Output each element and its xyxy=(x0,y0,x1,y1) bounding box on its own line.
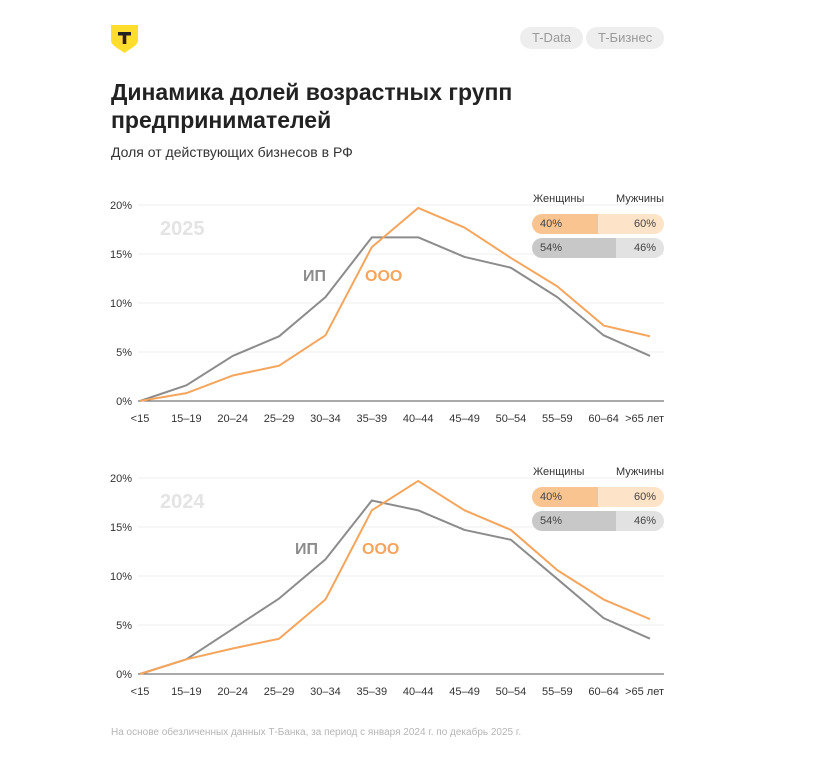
y-tick-label: 15% xyxy=(110,249,132,261)
x-tick-label: 40–44 xyxy=(403,413,434,425)
y-tick-label: 5% xyxy=(116,620,132,632)
x-tick-label: 60–64 xyxy=(588,413,619,425)
x-tick-label: >65 лет xyxy=(625,413,664,425)
x-tick-label: 20–24 xyxy=(217,686,248,698)
men-share: 60% xyxy=(633,218,656,230)
men-share: 60% xyxy=(633,491,656,503)
series-line-ip xyxy=(139,499,651,675)
x-tick-label: 55–59 xyxy=(542,413,573,425)
footer-note: На основе обезличенных данных Т-Банка, з… xyxy=(111,727,522,738)
x-tick-label: 15–19 xyxy=(171,413,202,425)
series-label-ooo: ООО xyxy=(365,268,403,285)
x-tick-label: 25–29 xyxy=(264,413,295,425)
series-line-ip xyxy=(139,236,651,402)
women-share-fill xyxy=(532,238,617,258)
chart-2025: 0% 5% 10% 15% 20% <15 15–19 20–24 25–29 30–34 35–3… xyxy=(100,190,680,435)
women-share: 40% xyxy=(540,491,563,503)
x-tick-label: 45–49 xyxy=(449,413,480,425)
page-subtitle: Доля от действующих бизнесов в РФ xyxy=(111,144,353,160)
x-tick-label: 15–19 xyxy=(171,686,202,698)
y-tick-label: 20% xyxy=(110,473,132,485)
y-tick-label: 15% xyxy=(110,522,132,534)
legend-women-label: Женщины xyxy=(533,466,585,478)
gender-bar-ip: 54% 46% xyxy=(532,511,664,531)
women-share: 54% xyxy=(540,515,563,527)
y-tick-label: 20% xyxy=(110,200,132,212)
x-tick-label: 35–39 xyxy=(357,413,388,425)
x-tick-label: 40–44 xyxy=(403,686,434,698)
series-line-ooo xyxy=(139,479,651,675)
x-tick-label: >65 лет xyxy=(625,686,664,698)
women-share: 54% xyxy=(540,242,563,254)
tag-t-data[interactable]: T-Data xyxy=(520,27,584,49)
y-tick-label: 10% xyxy=(110,298,132,310)
year-label: 2024 xyxy=(160,491,205,513)
chart-svg: 0% 5% 10% 15% 20% <15 15–19 20–24 25–29 30–34 35–3… xyxy=(110,200,664,425)
x-tick-label: 30–34 xyxy=(310,413,341,425)
women-share: 40% xyxy=(540,218,563,230)
x-tick-label: 50–54 xyxy=(496,413,527,425)
x-tick-label: <15 xyxy=(131,413,150,425)
series-label-ooo: ООО xyxy=(362,541,400,558)
chart-svg: 0% 5% 10% 15% 20% <15 15–19 20–24 25–29 30–34 35–3… xyxy=(110,473,664,698)
x-tick-label: 35–39 xyxy=(357,686,388,698)
y-tick-label: 10% xyxy=(110,571,132,583)
legend-men-label: Мужчины xyxy=(615,193,664,205)
t-bank-logo xyxy=(111,25,138,53)
series-label-ip: ИП xyxy=(295,541,318,558)
women-share-fill xyxy=(532,511,617,531)
year-label: 2025 xyxy=(160,218,205,240)
women-share-fill xyxy=(532,487,598,507)
series-label-ip: ИП xyxy=(303,268,326,285)
women-share-fill xyxy=(532,214,598,234)
chart-2024: 0% 5% 10% 15% 20% <15 15–19 20–24 25–29 30–34 35–3… xyxy=(100,463,680,708)
men-share: 46% xyxy=(633,242,656,254)
x-tick-label: 55–59 xyxy=(542,686,573,698)
x-tick-label: 25–29 xyxy=(264,686,295,698)
page-title: Динамика долей возрастных групп предприн… xyxy=(111,79,513,133)
legend-women-label: Женщины xyxy=(533,193,585,205)
y-tick-label: 5% xyxy=(116,347,132,359)
x-tick-label: 20–24 xyxy=(217,413,248,425)
tag-t-business[interactable]: T-Бизнес xyxy=(586,27,665,49)
gender-bar-ooo: 40% 60% xyxy=(532,214,664,234)
x-tick-label: 45–49 xyxy=(449,686,480,698)
gender-bar-ip: 54% 46% xyxy=(532,238,664,258)
series-line-ooo xyxy=(139,206,651,402)
men-share: 46% xyxy=(633,515,656,527)
x-tick-label: 30–34 xyxy=(310,686,341,698)
gender-bar-ooo: 40% 60% xyxy=(532,487,664,507)
x-tick-label: 50–54 xyxy=(496,686,527,698)
x-tick-label: 60–64 xyxy=(588,686,619,698)
y-tick-label: 0% xyxy=(116,396,132,408)
y-tick-label: 0% xyxy=(116,669,132,681)
x-tick-label: <15 xyxy=(131,686,150,698)
legend-men-label: Мужчины xyxy=(615,466,664,478)
